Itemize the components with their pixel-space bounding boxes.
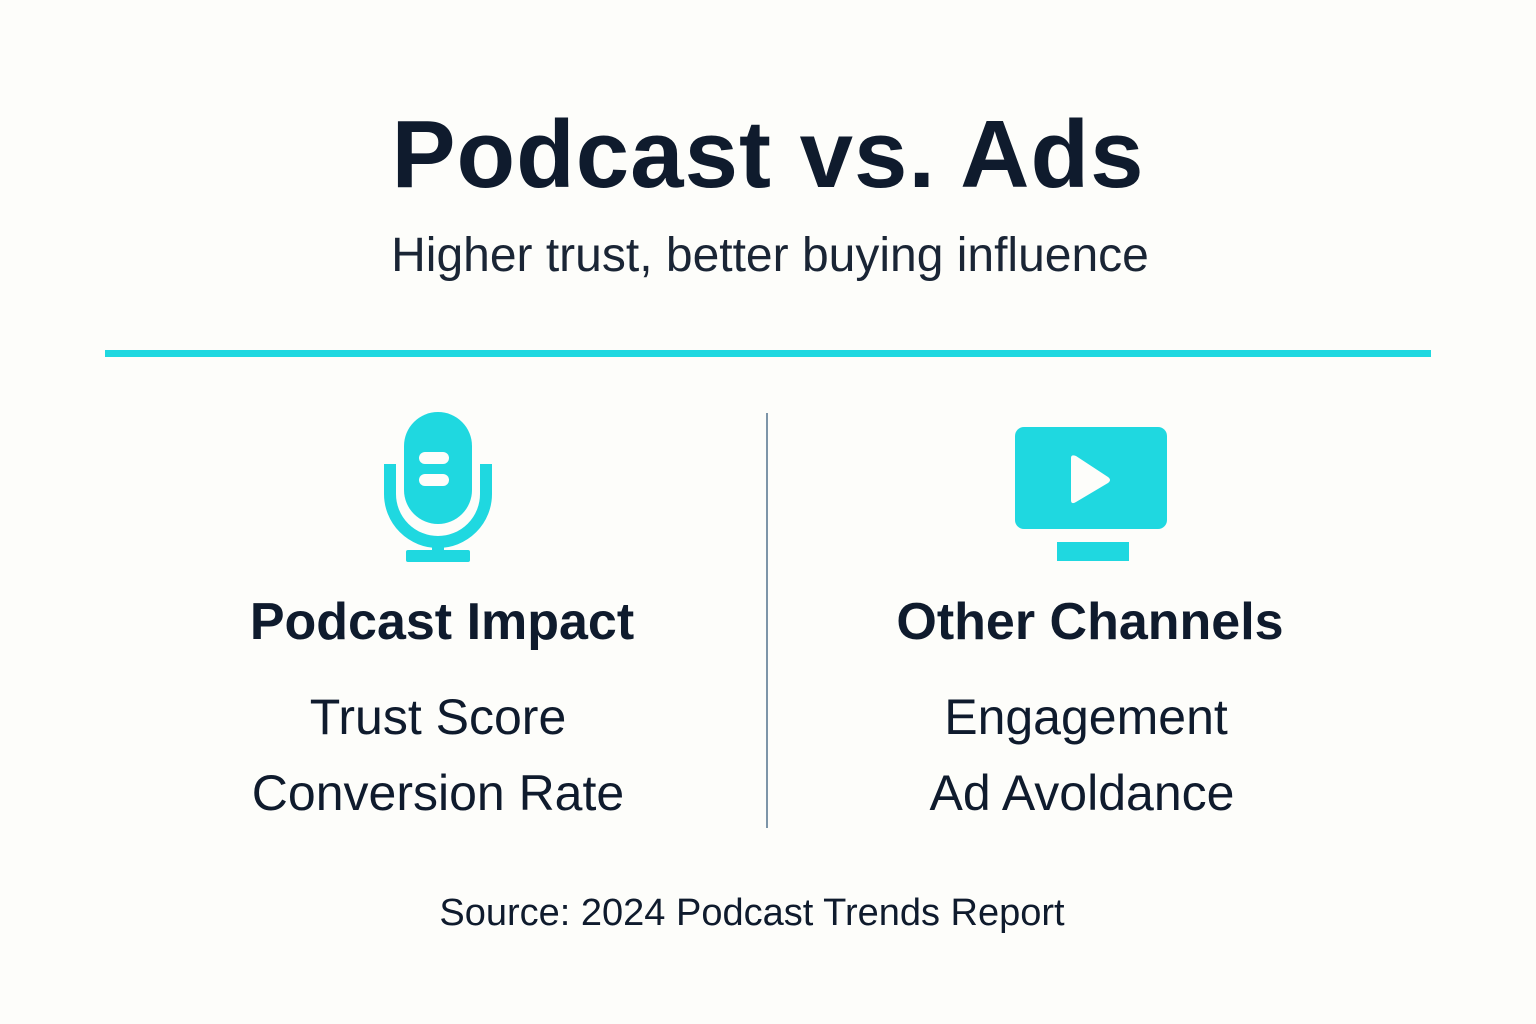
metric-conversion-rate: Conversion Rate bbox=[251, 765, 625, 821]
other-channels-heading: Other Channels bbox=[896, 593, 1284, 651]
video-screen-play-icon bbox=[1015, 427, 1167, 561]
page-subtitle: Higher trust, better buying influence bbox=[391, 229, 1149, 282]
source-citation: Source: 2024 Podcast Trends Report bbox=[439, 892, 1065, 934]
metric-trust-score: Trust Score bbox=[309, 689, 567, 745]
metric-engagement: Engagement bbox=[944, 689, 1228, 745]
accent-rule bbox=[105, 350, 1431, 357]
podcast-impact-heading: Podcast Impact bbox=[249, 593, 635, 651]
page-title: Podcast vs. Ads bbox=[391, 101, 1145, 208]
column-divider bbox=[766, 413, 768, 828]
metric-ad-avoidance: Ad Avoldance bbox=[929, 765, 1235, 821]
microphone-icon bbox=[384, 412, 492, 562]
